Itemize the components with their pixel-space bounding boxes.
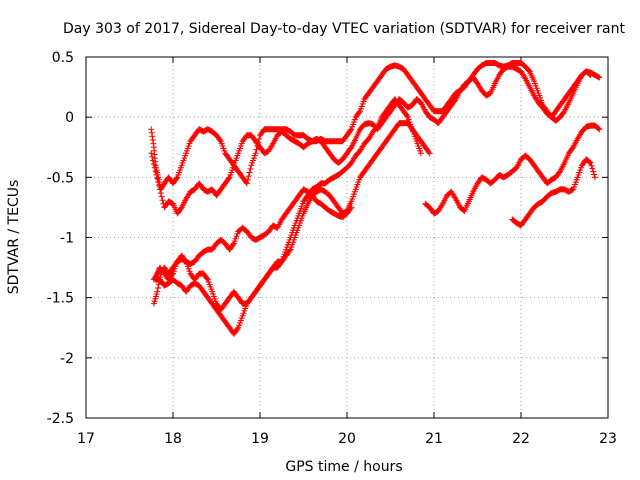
data-point xyxy=(595,125,602,132)
x-tick-label: 21 xyxy=(425,431,443,447)
y-tick-label: -0.5 xyxy=(47,170,74,186)
data-point xyxy=(154,288,161,295)
data-point xyxy=(417,150,424,157)
data-point xyxy=(590,168,597,175)
data-point xyxy=(158,193,165,200)
data-point xyxy=(246,169,253,176)
y-tick-label: -1 xyxy=(60,231,74,247)
x-tick-label: 20 xyxy=(338,431,356,447)
data-point xyxy=(589,165,596,172)
grid-lines xyxy=(86,57,608,418)
series-track-4 xyxy=(152,96,424,337)
data-point xyxy=(203,275,210,282)
data-point xyxy=(425,149,432,156)
data-point xyxy=(438,202,445,209)
y-tick-label: -2.5 xyxy=(47,411,74,427)
data-point xyxy=(149,153,156,160)
data-point xyxy=(347,205,354,212)
data-point xyxy=(587,159,594,166)
data-point xyxy=(151,164,158,171)
data-point xyxy=(404,112,411,119)
data-point xyxy=(234,325,241,332)
data-point xyxy=(347,127,354,134)
data-point xyxy=(149,137,156,144)
data-point xyxy=(159,197,166,204)
data-point xyxy=(586,159,593,166)
data-point xyxy=(256,135,263,142)
data-point xyxy=(244,176,251,183)
x-tick-labels: 17 18 19 20 21 22 23 xyxy=(77,431,617,447)
data-point xyxy=(348,204,355,211)
data-point xyxy=(245,173,252,180)
y-tick-labels: -2.5 -2 -1.5 -1 -0.5 0 0.5 xyxy=(47,50,74,427)
data-point xyxy=(588,162,595,169)
data-point xyxy=(149,133,156,140)
data-point xyxy=(152,168,159,175)
data-point xyxy=(269,142,276,149)
series-track-1 xyxy=(148,60,603,193)
y-tick-label: -1.5 xyxy=(47,291,74,307)
data-point xyxy=(156,186,163,193)
x-axis-title: GPS time / hours xyxy=(285,459,402,475)
data-point xyxy=(286,247,293,254)
series-track-6 xyxy=(422,122,603,217)
data-point xyxy=(243,180,250,187)
tick-marks xyxy=(85,56,609,419)
data-point xyxy=(596,74,603,81)
y-axis-title: SDTVAR / TECUs xyxy=(6,180,22,295)
data-point xyxy=(153,171,160,178)
data-point xyxy=(247,165,254,172)
data-point xyxy=(155,285,162,292)
data-point xyxy=(596,126,603,133)
data-point xyxy=(148,126,155,133)
data-point xyxy=(148,129,155,136)
data-point xyxy=(157,274,164,281)
x-tick-label: 23 xyxy=(599,431,617,447)
data-point xyxy=(154,175,161,182)
data-point xyxy=(587,72,594,79)
data-point xyxy=(173,175,180,182)
data-marks xyxy=(148,60,603,337)
data-point xyxy=(230,241,237,248)
data-point xyxy=(216,137,223,144)
data-point xyxy=(253,146,260,153)
data-point xyxy=(591,174,598,181)
data-point xyxy=(277,259,284,266)
plot-frame xyxy=(85,56,609,419)
data-point xyxy=(521,74,528,81)
x-tick-label: 22 xyxy=(512,431,530,447)
data-point xyxy=(426,150,433,157)
data-point xyxy=(150,161,157,168)
x-tick-label: 18 xyxy=(164,431,182,447)
y-tick-label: 0.5 xyxy=(52,50,74,66)
data-point xyxy=(252,150,259,157)
data-point xyxy=(225,175,232,182)
x-tick-label: 19 xyxy=(251,431,269,447)
series-track-5 xyxy=(150,186,355,307)
chart-title: Day 303 of 2017, Sidereal Day-to-day VTE… xyxy=(63,21,625,37)
data-point xyxy=(586,71,593,78)
data-point xyxy=(149,157,156,164)
data-point xyxy=(356,109,363,116)
x-tick-label: 17 xyxy=(77,431,95,447)
data-point xyxy=(451,194,458,201)
data-point xyxy=(148,150,155,157)
y-tick-label: -2 xyxy=(60,351,74,367)
data-point xyxy=(156,277,163,284)
data-point xyxy=(155,281,162,288)
data-point xyxy=(157,189,164,196)
data-point xyxy=(591,171,598,178)
series-track-7 xyxy=(509,156,598,229)
data-point xyxy=(156,182,163,189)
data-point xyxy=(155,179,162,186)
y-tick-label: 0 xyxy=(65,110,74,126)
data-point xyxy=(150,140,157,147)
